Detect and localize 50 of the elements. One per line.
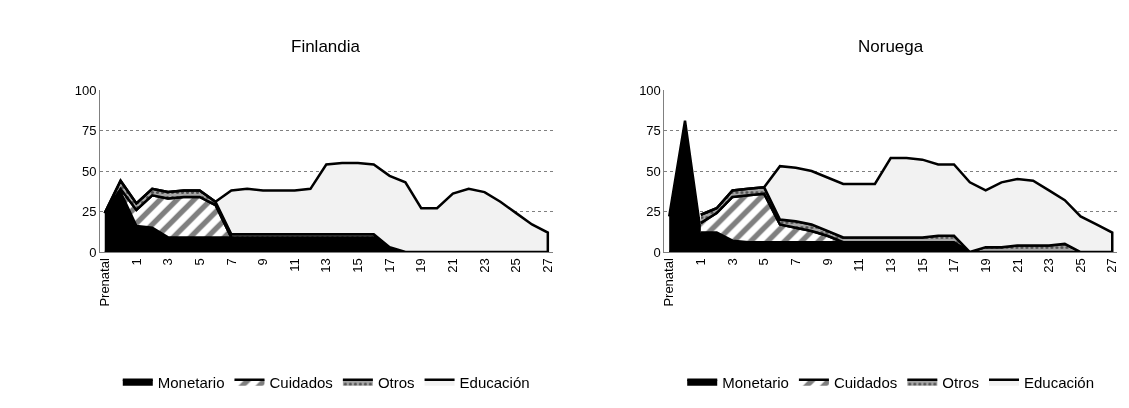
legend-label: Monetario <box>157 373 225 391</box>
x-tick-label: 21 <box>445 258 461 273</box>
y-tick-label: 50 <box>646 163 661 179</box>
y-tick-label: 75 <box>646 123 661 139</box>
x-tick-label: 19 <box>977 258 993 273</box>
x-tick-label: Prenatal <box>96 258 112 307</box>
x-tick-label: 13 <box>318 258 334 273</box>
x-tick-label: 25 <box>508 258 524 273</box>
y-tick-label: 75 <box>81 123 97 139</box>
x-tick-label: 1 <box>693 258 709 266</box>
x-tick-label: 7 <box>223 258 239 266</box>
y-tick-label: 25 <box>646 204 661 220</box>
x-tick-label: 19 <box>413 258 429 273</box>
y-tick-label: 50 <box>81 163 97 179</box>
chart-title: Noruega <box>858 37 924 56</box>
x-tick-label: 21 <box>1009 258 1025 273</box>
x-tick-label: 5 <box>756 258 772 266</box>
legend-label: Educación <box>1024 373 1095 391</box>
x-tick-label: 3 <box>160 258 176 266</box>
legend-label: Otros <box>942 373 979 391</box>
x-tick-label: 5 <box>191 258 207 266</box>
x-tick-label: 9 <box>819 258 835 266</box>
legend-label: Cuidados <box>833 373 898 391</box>
x-tick-label: 1 <box>128 258 144 266</box>
x-tick-label: 23 <box>476 258 492 273</box>
x-tick-label: 25 <box>1072 258 1088 273</box>
x-tick-label: 9 <box>255 258 271 266</box>
x-tick-label: 3 <box>724 258 740 266</box>
x-tick-label: 27 <box>1104 258 1120 273</box>
legend-label: Cuidados <box>269 373 333 391</box>
x-tick-label: 27 <box>540 258 556 273</box>
x-tick-label: 7 <box>788 258 803 266</box>
y-tick-label: 100 <box>74 82 97 98</box>
x-tick-label: 13 <box>882 258 898 273</box>
legend-label: Educación <box>459 373 530 391</box>
y-tick-label: 100 <box>639 82 661 98</box>
x-tick-label: 15 <box>350 258 366 273</box>
legend-label: Otros <box>377 373 415 391</box>
x-tick-label: Prenatal <box>661 258 677 307</box>
x-tick-label: 11 <box>851 258 867 272</box>
legend-label: Monetario <box>722 373 789 391</box>
x-tick-label: 23 <box>1041 258 1057 273</box>
x-tick-label: 11 <box>286 258 302 272</box>
y-tick-label: 0 <box>89 244 97 260</box>
y-tick-label: 25 <box>81 204 97 220</box>
x-tick-label: 15 <box>914 258 930 273</box>
chart-title: Finlandia <box>291 37 361 56</box>
y-tick-label: 0 <box>653 244 661 260</box>
x-tick-label: 17 <box>946 258 962 273</box>
x-tick-label: 17 <box>381 258 397 273</box>
